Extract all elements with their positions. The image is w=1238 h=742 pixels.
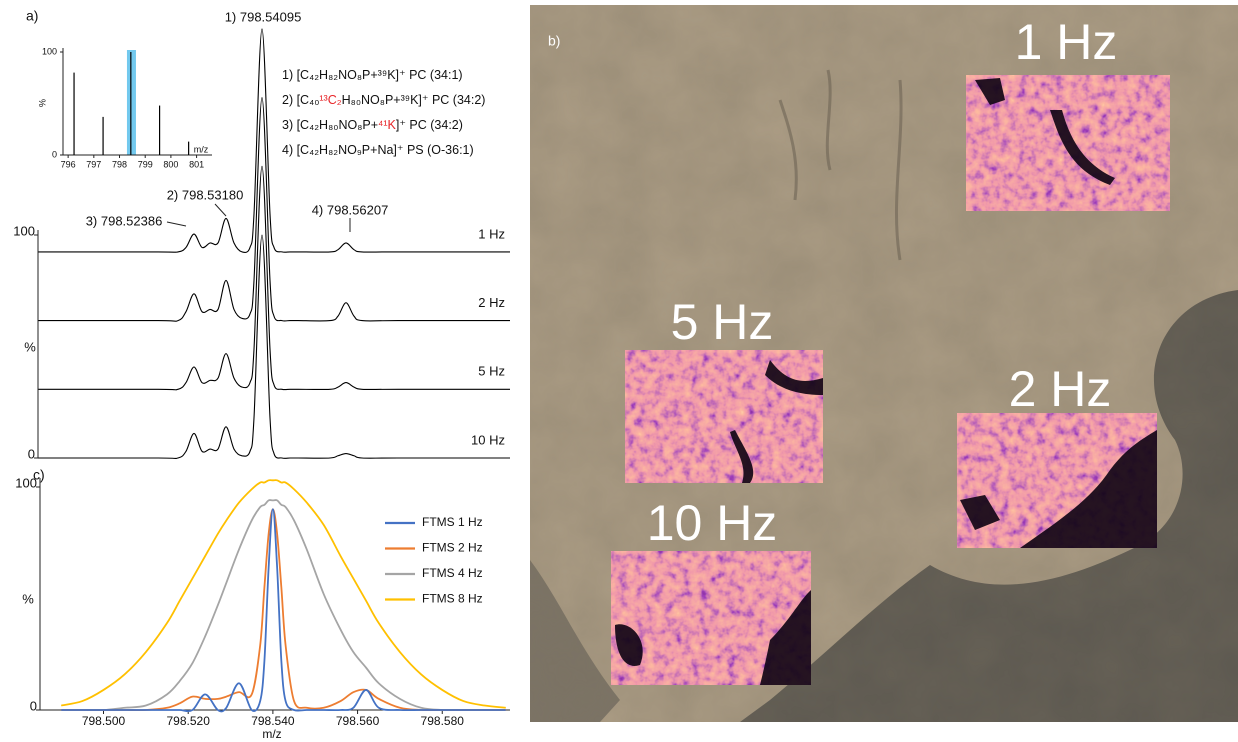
image-label: 5 Hz	[671, 294, 774, 350]
image-label: 2 Hz	[1009, 361, 1112, 417]
peak-annotation: 1) 798.54095	[225, 9, 302, 24]
image-label: 10 Hz	[647, 495, 778, 551]
x-tick-label: 799	[138, 159, 153, 169]
x-tick-label: 798.540	[251, 714, 295, 728]
legend-label: FTMS 1 Hz	[422, 515, 483, 529]
x-tick-label: 798.560	[336, 714, 380, 728]
x-tick-label: 796	[61, 159, 76, 169]
highlight-band	[127, 50, 136, 155]
y-tick-label: 0	[52, 149, 57, 159]
formula-part: ]⁺ PC (34:2)	[396, 118, 463, 132]
trace-label: 2 Hz	[478, 295, 505, 310]
heatmap	[625, 350, 823, 483]
panel-label: a)	[26, 8, 38, 24]
formula-part: ¹³C₂	[319, 93, 341, 107]
y-axis-label: %	[22, 591, 34, 606]
y-tick-label: 0	[28, 446, 35, 461]
y-tick-label: 100	[13, 223, 35, 238]
x-tick-label: 798.500	[82, 714, 126, 728]
x-tick-label: 797	[86, 159, 101, 169]
x-axis-label: m/z	[194, 144, 209, 154]
formula: 1) [C₄₂H₈₂NO₈P+³⁹K]⁺ PC (34:1)	[282, 68, 463, 82]
x-axis-label: m/z	[262, 727, 281, 741]
formula-part: 2) [C₄₀	[282, 93, 319, 107]
x-tick-label: 798.520	[167, 714, 211, 728]
x-tick-label: 798	[112, 159, 127, 169]
y-tick-label: 0	[30, 698, 37, 713]
formula-part: 4) [C₄₂H₈₂NO₉P+Na]⁺ PS (O-36:1)	[282, 143, 474, 157]
legend-label: FTMS 4 Hz	[422, 566, 483, 580]
image-label: 1 Hz	[1015, 14, 1118, 70]
formula-part: ⁴¹K	[378, 118, 397, 132]
formula: 2) [C₄₀¹³C₂H₈₀NO₈P+³⁹K]⁺ PC (34:2)	[282, 93, 485, 107]
x-tick-label: 798.580	[421, 714, 465, 728]
y-axis-label: %	[37, 99, 47, 107]
trace-label: 5 Hz	[478, 364, 505, 379]
x-tick-label: 801	[189, 159, 204, 169]
figure: 1 Hz5 Hz2 Hz10 Hz a)c)b)7967977987998008…	[0, 0, 1238, 742]
y-tick-label: 100	[15, 475, 37, 490]
legend-label: FTMS 2 Hz	[422, 541, 483, 555]
spectrum-line	[38, 166, 510, 389]
peak-annotation: 3) 798.52386	[86, 213, 163, 228]
trace-label: 10 Hz	[471, 432, 505, 447]
trace-label: 1 Hz	[478, 226, 505, 241]
panel-label: b)	[548, 33, 560, 49]
formula-part: 1) [C₄₂H₈₂NO₈P+³⁹K]⁺ PC (34:1)	[282, 68, 463, 82]
annotation-leader	[215, 204, 226, 216]
legend-label: FTMS 8 Hz	[422, 592, 483, 606]
spectrum-line	[38, 235, 510, 458]
formula-part: 3) [C₄₂H₈₀NO₈P+	[282, 118, 378, 132]
x-tick-label: 800	[163, 159, 178, 169]
y-axis-label: %	[24, 339, 36, 354]
annotation-leader	[167, 222, 186, 226]
formula-part: H₈₀NO₈P+³⁹K]⁺ PC (34:2)	[342, 93, 486, 107]
formula: 3) [C₄₂H₈₀NO₈P+⁴¹K]⁺ PC (34:2)	[282, 118, 463, 132]
peak-annotation: 4) 798.56207	[312, 202, 389, 217]
formula: 4) [C₄₂H₈₂NO₉P+Na]⁺ PS (O-36:1)	[282, 143, 474, 157]
peak-annotation: 2) 798.53180	[167, 187, 244, 202]
y-tick-label: 100	[42, 46, 57, 56]
